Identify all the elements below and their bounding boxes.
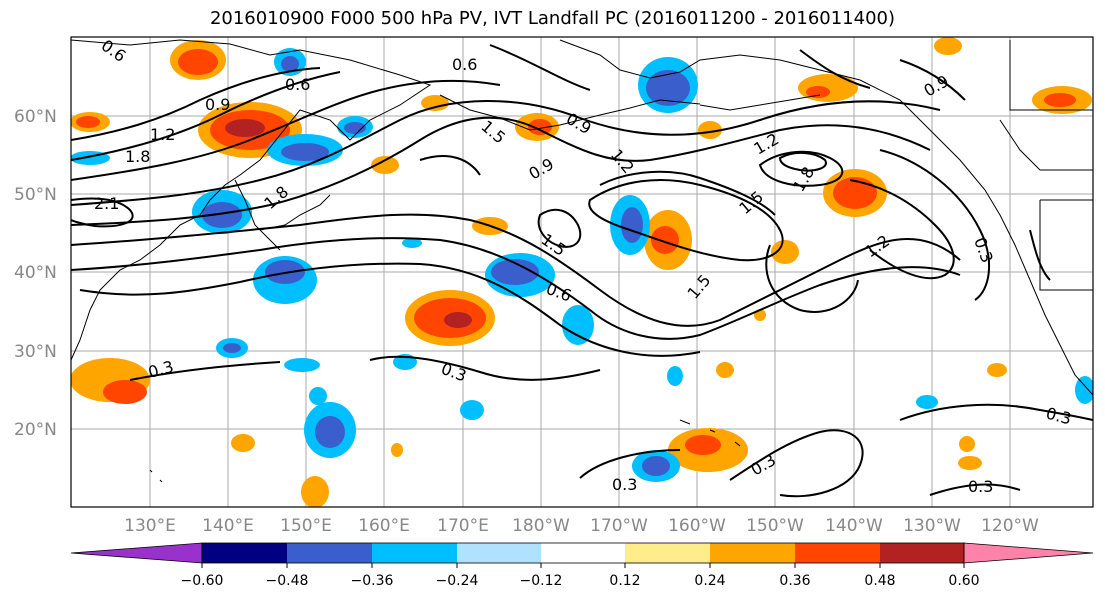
map-frame	[70, 36, 1094, 508]
patch-central-pacific	[405, 290, 495, 346]
patch-hawaii-west	[632, 450, 680, 482]
colorbar-tick-label: −0.12	[520, 573, 563, 589]
colorbar-tick-label: −0.36	[351, 573, 394, 589]
colorbar-outline	[201, 542, 965, 564]
patch-north-central	[644, 210, 692, 270]
patch-small-orange	[231, 37, 1007, 507]
patch-small-blue	[71, 151, 1093, 420]
colorbar-tick-label: −0.60	[181, 573, 224, 589]
lon-label: 150°E	[280, 516, 332, 536]
lon-label: 140°E	[202, 516, 254, 536]
latitude-labels: 60°N 50°N 40°N 30°N 20°N	[14, 107, 57, 440]
coastlines	[71, 39, 1093, 483]
contour-label: 1.8	[125, 147, 150, 166]
colorbar-tick-label: 0.24	[694, 573, 725, 589]
lon-label: 160°W	[668, 516, 726, 536]
colorbar-tick-label: −0.48	[266, 573, 309, 589]
patch-dateline-40n	[485, 253, 555, 297]
patch-north-nw	[170, 40, 226, 80]
lon-label: 180°W	[512, 516, 570, 536]
contour-label: 1.2	[150, 125, 175, 144]
patch-west-pacific-40n	[253, 256, 317, 304]
patch-nw-canada	[1032, 86, 1092, 114]
patch-subtropic-west	[71, 358, 150, 404]
colorbar-tick-label: 0.60	[948, 573, 979, 589]
patch-kuril	[267, 134, 343, 166]
colorbar-segment-0	[70, 542, 203, 564]
longitude-labels: 130°E 140°E 150°E 160°E 170°E 180°W 170°…	[124, 516, 1039, 536]
patch-japan-sea	[192, 190, 252, 234]
colorbar-segment-8	[795, 543, 880, 563]
patch-gulf-alaska	[823, 169, 887, 217]
patch-north-bluw	[274, 48, 306, 76]
patch-hawaii-east	[668, 428, 748, 472]
lon-label: 170°E	[437, 516, 489, 536]
patch-okhotsk	[337, 116, 373, 138]
contour-label: 0.9	[205, 95, 230, 114]
lat-label: 30°N	[14, 342, 57, 362]
colorbar-segment-3	[372, 543, 457, 563]
colorbar-segment-7	[710, 543, 795, 563]
lat-label: 20°N	[14, 420, 57, 440]
lon-label: 120°W	[981, 516, 1039, 536]
colorbar-segment-6	[625, 543, 710, 563]
patch-far-west	[71, 112, 110, 132]
colorbar-segment-10	[963, 542, 1094, 564]
contour-label: 0.3	[612, 475, 637, 494]
colorbar-tick-label: 0.48	[864, 573, 895, 589]
lat-label: 40°N	[14, 263, 57, 283]
map-title: 2016010900 F000 500 hPa PV, IVT Landfall…	[209, 8, 896, 29]
contour-label: 0.6	[452, 55, 477, 74]
patch-subtropic-20n	[304, 402, 356, 458]
colorbar-segment-5	[541, 543, 625, 563]
lon-label: 160°E	[358, 516, 410, 536]
colorbar-segment-9	[880, 543, 964, 563]
lon-label: 130°E	[124, 516, 176, 536]
contour-label: 2.1	[94, 194, 119, 213]
contour-label: 0.3	[968, 477, 993, 496]
patch-bering-strait	[638, 57, 698, 113]
lat-label: 50°N	[14, 185, 57, 205]
contour-label: 0.6	[285, 75, 310, 94]
colorbar: −0.60 −0.48 −0.36 −0.24 −0.12 0.12 0.24 …	[70, 542, 1094, 589]
negative-anomaly-patches	[71, 48, 1093, 482]
lon-label: 170°W	[590, 516, 648, 536]
patch-central-44n	[610, 195, 650, 255]
colorbar-segment-1	[202, 543, 287, 563]
patch-alaska-north	[798, 74, 858, 102]
colorbar-tick-label: 0.12	[609, 573, 640, 589]
lon-label: 140°W	[825, 516, 883, 536]
pv-contours	[71, 44, 1093, 498]
colorbar-segment-4	[457, 543, 541, 563]
colorbar-tick-label: −0.24	[436, 573, 479, 589]
lat-label: 60°N	[14, 107, 57, 127]
lon-label: 150°W	[746, 516, 804, 536]
colorbar-tick-label: 0.36	[779, 573, 810, 589]
lon-label: 130°W	[903, 516, 961, 536]
colorbar-segment-2	[287, 543, 372, 563]
